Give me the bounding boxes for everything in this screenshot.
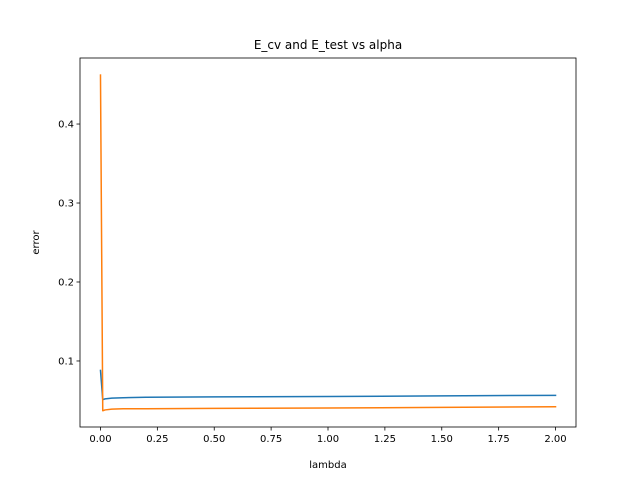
y-tick-label: 0.3 bbox=[58, 199, 74, 210]
x-tick-label: 0.00 bbox=[89, 434, 111, 445]
chart-title: E_cv and E_test vs alpha bbox=[254, 38, 402, 52]
series-line-1 bbox=[99, 369, 557, 401]
series-line-2 bbox=[99, 74, 557, 412]
x-axis-label: lambda bbox=[309, 460, 346, 471]
series-layer bbox=[99, 74, 557, 412]
y-tick-label: 0.1 bbox=[58, 356, 74, 367]
x-tick-label: 1.75 bbox=[488, 434, 510, 445]
axes-layer: 0.00 0.25 0.50 0.75 1.00 1.25 1.50 1.75 2.00 0.1 0… bbox=[58, 120, 567, 445]
x-tick-label: 1.25 bbox=[374, 434, 396, 445]
x-tick-label: 1.50 bbox=[431, 434, 453, 445]
y-tick-label: 0.4 bbox=[58, 120, 74, 131]
plot-frame bbox=[79, 57, 577, 428]
x-tick-label: 0.50 bbox=[203, 434, 225, 445]
x-tick-label: 1.00 bbox=[317, 434, 339, 445]
x-tick-label: 0.25 bbox=[146, 434, 168, 445]
y-tick-label: 0.2 bbox=[58, 277, 74, 288]
x-tick-label: 2.00 bbox=[544, 434, 566, 445]
y-axis-label: error bbox=[31, 230, 42, 255]
x-tick-label: 0.75 bbox=[260, 434, 282, 445]
